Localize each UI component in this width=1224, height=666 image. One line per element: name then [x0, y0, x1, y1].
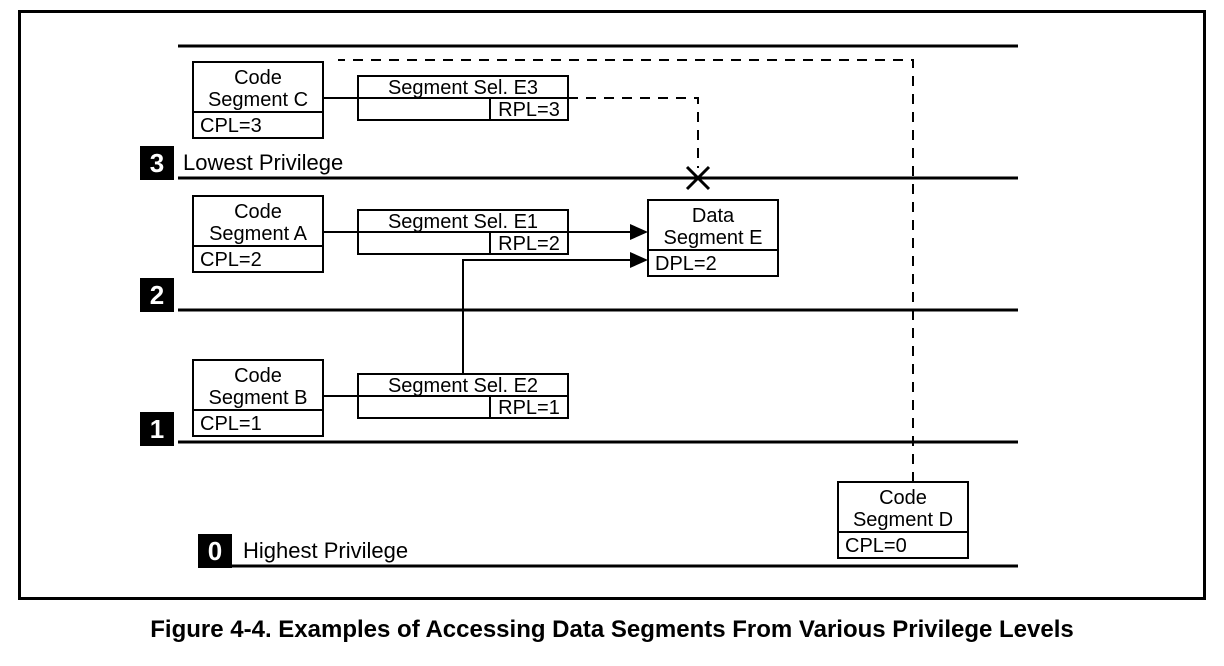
code-d-cpl: CPL=0	[845, 535, 907, 557]
priv-num-0: 0	[208, 536, 222, 566]
priv-badge-0: 0	[198, 534, 232, 568]
data-e-title2: Segment E	[664, 227, 763, 249]
sel-e1: Segment Sel. E1 RPL=2	[358, 210, 568, 255]
data-e-dpl: DPL=2	[655, 253, 717, 275]
sel-e3: Segment Sel. E3 RPL=3	[358, 76, 568, 121]
priv-badge-1: 1	[140, 412, 174, 446]
diagram-svg: 3 Lowest Privilege 2 1 0 Highest Privile…	[18, 10, 1206, 600]
arrow-e2-e	[463, 252, 648, 374]
code-seg-a: Code Segment A CPL=2	[193, 196, 323, 272]
sel-e3-rpl: RPL=3	[498, 99, 560, 121]
sel-e2: Segment Sel. E2 RPL=1	[358, 374, 568, 419]
code-seg-d: Code Segment D CPL=0	[838, 482, 968, 558]
code-a-cpl: CPL=2	[200, 249, 262, 271]
sel-e3-label: Segment Sel. E3	[388, 77, 538, 99]
code-d-title1: Code	[879, 487, 927, 509]
figure-caption: Figure 4-4. Examples of Accessing Data S…	[0, 616, 1224, 644]
code-seg-b: Code Segment B CPL=1	[193, 360, 323, 436]
code-a-title1: Code	[234, 201, 282, 223]
priv-num-1: 1	[150, 414, 164, 444]
code-c-cpl: CPL=3	[200, 115, 262, 137]
priv-badge-2: 2	[140, 278, 174, 312]
code-seg-c: Code Segment C CPL=3	[193, 62, 323, 138]
sel-e2-rpl: RPL=1	[498, 397, 560, 419]
sel-e1-rpl: RPL=2	[498, 233, 560, 255]
code-d-title2: Segment D	[853, 509, 953, 531]
code-c-title1: Code	[234, 67, 282, 89]
code-b-title2: Segment B	[209, 387, 308, 409]
priv-num-2: 2	[150, 280, 164, 310]
priv-label-lowest: Lowest Privilege	[183, 150, 343, 175]
dash-e3-x	[568, 98, 698, 168]
data-seg-e: Data Segment E DPL=2	[648, 200, 778, 276]
priv-label-highest: Highest Privilege	[243, 538, 408, 563]
priv-num-3: 3	[150, 148, 164, 178]
sel-e2-label: Segment Sel. E2	[388, 375, 538, 397]
sel-e1-label: Segment Sel. E1	[388, 211, 538, 233]
arrow-e1-e	[568, 224, 648, 240]
code-c-title2: Segment C	[208, 89, 308, 111]
code-b-title1: Code	[234, 365, 282, 387]
code-a-title2: Segment A	[209, 223, 308, 245]
priv-badge-3: 3	[140, 146, 174, 180]
code-b-cpl: CPL=1	[200, 413, 262, 435]
data-e-title1: Data	[692, 205, 735, 227]
